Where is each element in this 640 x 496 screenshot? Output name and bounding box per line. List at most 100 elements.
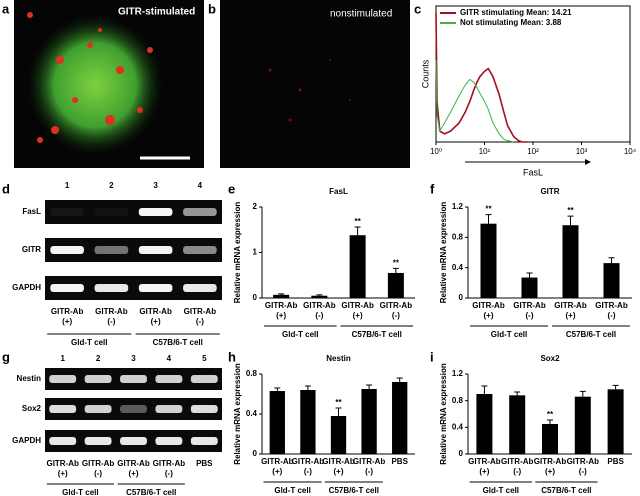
condition-label: GITR-Ab (-) — [501, 457, 534, 476]
panel-label: d — [2, 181, 10, 196]
bar — [269, 391, 285, 454]
series-line — [435, 12, 529, 143]
y-tick-label: 0 — [253, 449, 258, 458]
error-bar — [485, 214, 492, 224]
condition-label: GITR-Ab (+) — [472, 301, 505, 320]
lane-number: 4 — [167, 354, 172, 363]
row-label: Nestin — [17, 374, 42, 383]
error-bar — [278, 293, 285, 295]
y-axis-label: Relative mRNA expression — [233, 363, 242, 465]
condition-label: GITR-Ab (+) — [51, 307, 84, 326]
error-bar — [514, 391, 521, 396]
bar — [542, 424, 558, 454]
lane-number: 1 — [60, 354, 65, 363]
gel-band — [84, 375, 112, 383]
condition-label: GITR-Ab (-) — [513, 301, 546, 320]
condition-label: GITR-Ab (+) — [554, 301, 587, 320]
x-tick-label: 10⁰ — [430, 147, 442, 156]
x-tick-label: 10⁴ — [624, 147, 637, 156]
y-tick-label: 0.4 — [246, 409, 258, 418]
y-tick-label: 0 — [459, 449, 464, 458]
panel-caption: GITR-stimulated — [118, 7, 195, 18]
condition-label: GITR-Ab (-) — [95, 307, 128, 326]
y-tick-label: 0 — [459, 293, 464, 302]
condition-label: GITR-Ab (-) — [353, 457, 386, 476]
bar — [607, 389, 624, 454]
group-label: C57B/6-T cell — [352, 330, 402, 339]
gel-band — [94, 284, 129, 292]
gel-band — [183, 246, 217, 254]
condition-label: GITR-Ab (-) — [567, 457, 600, 476]
x-tick-label: 10² — [527, 147, 539, 156]
group-label: Gld-T cell — [71, 338, 107, 347]
condition-label: GITR-Ab (-) — [153, 459, 186, 478]
group-label: Gld-T cell — [491, 330, 527, 339]
group-label: C57B/6-T cell — [566, 330, 616, 339]
significance-label: ** — [485, 205, 492, 214]
condition-label: GITR-Ab (+) — [139, 307, 172, 326]
gel-band — [190, 437, 218, 445]
error-bar — [335, 407, 342, 416]
error-bar — [304, 385, 311, 390]
gel-band — [138, 284, 173, 292]
y-tick-label: 0.8 — [246, 369, 258, 378]
condition-label: GITR-Ab (-) — [82, 459, 115, 478]
condition-label: GITR-Ab (-) — [292, 457, 325, 476]
legend-label: GITR stimulating Mean: 14.21 — [460, 8, 572, 17]
gel-band — [183, 208, 217, 216]
bar — [509, 395, 526, 454]
condition-label: GITR-Ab (-) — [303, 301, 336, 320]
bar — [387, 272, 404, 298]
error-bar — [316, 294, 323, 296]
row-label: Sox2 — [22, 404, 42, 413]
gel-band — [49, 437, 77, 445]
condition-label: PBS — [196, 459, 213, 468]
bar — [476, 394, 493, 454]
error-bar — [579, 390, 586, 397]
lane-number: 2 — [96, 354, 101, 363]
significance-label: ** — [547, 410, 554, 419]
red-spots — [268, 59, 351, 122]
group-label: C57B/6-T cell — [126, 488, 176, 496]
condition-label: GITR-Ab (+) — [265, 301, 298, 320]
panel-label: f — [430, 181, 435, 196]
gel-band — [94, 246, 129, 254]
chart-title: Nestin — [326, 354, 351, 363]
bar — [300, 390, 316, 454]
cell-cluster — [27, 15, 163, 155]
chart-title: Sox2 — [540, 354, 560, 363]
group-label: Gld-T cell — [62, 488, 98, 496]
panel-label: e — [228, 181, 235, 196]
gel-band — [120, 437, 147, 445]
condition-label: GITR-Ab (+) — [117, 459, 150, 478]
y-tick-label: 0 — [253, 293, 258, 302]
error-bar — [392, 267, 399, 273]
row-label: GITR — [22, 245, 41, 254]
gel-band — [155, 375, 183, 383]
x-axis-label: FasL — [523, 167, 543, 177]
y-tick-label: 1.2 — [452, 202, 464, 211]
error-bar — [481, 385, 488, 394]
gel-band — [183, 284, 217, 292]
error-bar — [366, 384, 373, 389]
bar — [574, 396, 591, 454]
gel-band — [50, 208, 84, 216]
error-bar — [547, 419, 553, 424]
gel-band — [190, 375, 218, 383]
y-tick-label: 0.4 — [452, 263, 464, 272]
gel-band — [138, 246, 173, 254]
y-tick-label: 0.8 — [452, 396, 464, 405]
significance-label: ** — [393, 259, 400, 268]
condition-label: GITR-Ab (-) — [184, 307, 217, 326]
gel-band — [190, 405, 218, 413]
panel-label: c — [414, 1, 421, 16]
group-label: Gld-T cell — [274, 486, 310, 495]
gel-band — [95, 208, 129, 216]
error-bar — [608, 257, 615, 264]
bar — [349, 235, 366, 298]
gel-band — [138, 208, 173, 216]
gel-band — [49, 405, 77, 413]
y-axis-label: Relative mRNA expression — [439, 202, 448, 304]
bar — [361, 389, 377, 454]
